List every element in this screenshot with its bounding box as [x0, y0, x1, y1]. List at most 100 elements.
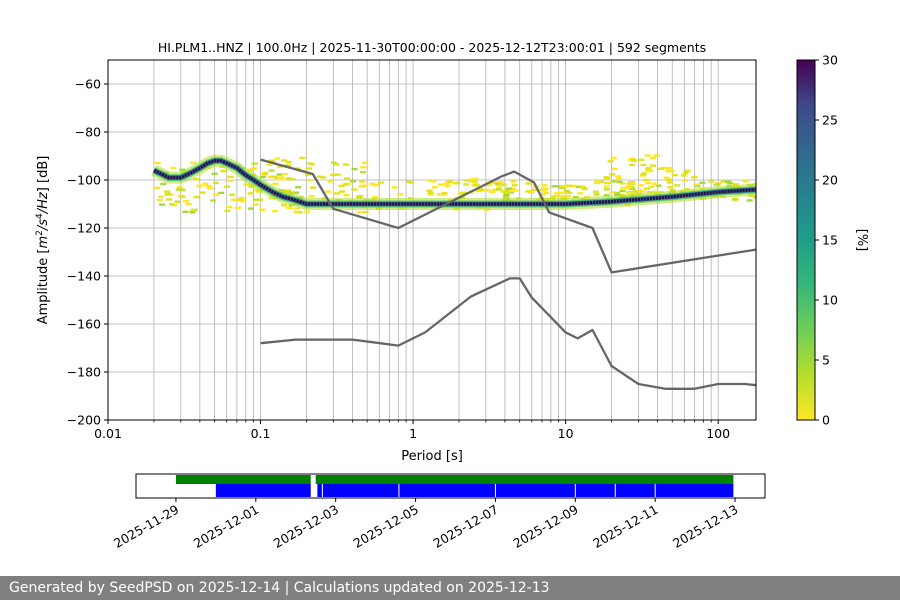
psd-cell	[575, 185, 582, 189]
psd-cell	[565, 195, 572, 198]
psd-cell	[684, 169, 691, 172]
psd-cell	[579, 186, 586, 189]
psd-cell	[638, 158, 645, 161]
psd-cell	[474, 189, 481, 193]
psd-cell	[247, 192, 254, 195]
psd-cell	[592, 190, 599, 193]
psd-cell	[304, 210, 311, 213]
psd-cell	[680, 174, 687, 177]
y-label-part: Amplitude [	[36, 249, 51, 325]
psd-cell	[531, 188, 538, 192]
psd-cell	[594, 180, 601, 183]
psd-cell	[308, 195, 315, 198]
psd-cell	[484, 188, 491, 192]
psd-cell	[359, 170, 366, 174]
psd-cell	[496, 185, 503, 188]
x-tick-label: 1	[409, 426, 417, 441]
psd-mode-line	[151, 154, 756, 210]
psd-cell	[238, 196, 245, 200]
psd-cell	[164, 193, 171, 196]
psd-cell	[306, 178, 313, 182]
psd-cell	[189, 211, 196, 214]
y-label-part: ] [dB]	[36, 156, 51, 193]
psd-cell	[196, 184, 203, 188]
psd-cell	[268, 169, 275, 172]
plot-background	[108, 60, 756, 420]
colorbar-tick-label: 0	[822, 413, 830, 428]
psd-cell	[251, 162, 258, 165]
psd-cell	[441, 191, 448, 195]
psd-cell	[494, 182, 501, 186]
psd-cell	[446, 180, 453, 183]
psd-cell	[469, 178, 476, 181]
colorbar-tick-label: 15	[822, 233, 838, 248]
psd-cell	[286, 206, 293, 209]
psd-cell	[270, 175, 277, 178]
psd-cell	[230, 198, 237, 201]
psd-cell	[289, 191, 296, 194]
psd-cell	[293, 210, 300, 214]
psd-cell	[426, 179, 433, 182]
x-tick-label: 100	[706, 426, 730, 441]
psd-cell	[609, 173, 616, 176]
psd-cell	[501, 183, 508, 187]
psd-cell	[296, 211, 303, 214]
psd-cell	[560, 184, 567, 188]
psd-cell	[168, 203, 175, 206]
psd-cell	[437, 183, 444, 186]
psd-cell	[179, 195, 186, 198]
y-tick-label: −60	[75, 77, 101, 92]
psd-cell	[507, 191, 514, 194]
colorbar-tick-label: 10	[822, 293, 838, 308]
psd-cell	[603, 185, 610, 188]
psd-cell	[489, 191, 496, 194]
y-tick-label: −120	[67, 221, 101, 236]
psd-cell	[541, 189, 548, 192]
psd-cell	[261, 172, 268, 176]
psd-cell	[236, 198, 243, 202]
x-axis-label: Period [s]	[401, 449, 463, 464]
psd-cell	[430, 180, 437, 183]
psd-cell	[444, 184, 451, 188]
psd-cell	[648, 185, 655, 189]
psd-cell	[154, 161, 161, 165]
psd-cell	[358, 180, 365, 183]
psd-cell	[179, 188, 186, 192]
psd-cell	[551, 194, 558, 198]
psd-cell	[350, 179, 357, 183]
psd-cell	[362, 161, 369, 165]
psd-cell	[581, 187, 588, 191]
colorbar-tick-label: 5	[822, 353, 830, 368]
psd-cell	[253, 198, 260, 201]
psd-cell	[699, 181, 706, 184]
psd-cell	[542, 191, 549, 195]
y-label-part: s	[36, 219, 51, 226]
psd-cell	[332, 173, 339, 176]
y-label-part: Hz	[36, 191, 51, 209]
psd-cell	[199, 191, 206, 194]
psd-cell	[193, 195, 200, 199]
y-tick-label: −140	[67, 269, 101, 284]
psd-cell	[500, 189, 507, 193]
axes: 0.01 0.1 1 10 100 −200 −180 −160 −140 −120 −100 −80…	[67, 77, 730, 442]
psd-cell	[641, 172, 648, 175]
psd-cell	[495, 187, 502, 191]
psd-cell	[625, 187, 632, 190]
psd-cell	[362, 210, 369, 214]
psd-cell	[396, 193, 403, 196]
psd-cell	[644, 187, 651, 190]
psd-cell	[629, 157, 636, 161]
psd-cell	[206, 186, 213, 190]
psd-cell	[257, 198, 264, 201]
psd-cell	[478, 189, 485, 192]
psd-cell	[454, 181, 461, 185]
psd-cell	[616, 180, 623, 184]
psd-cell	[539, 193, 546, 196]
noise-model-lines	[260, 158, 756, 390]
psd-cell	[281, 172, 288, 176]
psd-cell	[647, 191, 654, 194]
colorbar-tick-label: 30	[822, 53, 838, 68]
psd-cell	[253, 188, 260, 192]
psd-cell	[170, 166, 177, 170]
psd-cell	[316, 175, 323, 178]
